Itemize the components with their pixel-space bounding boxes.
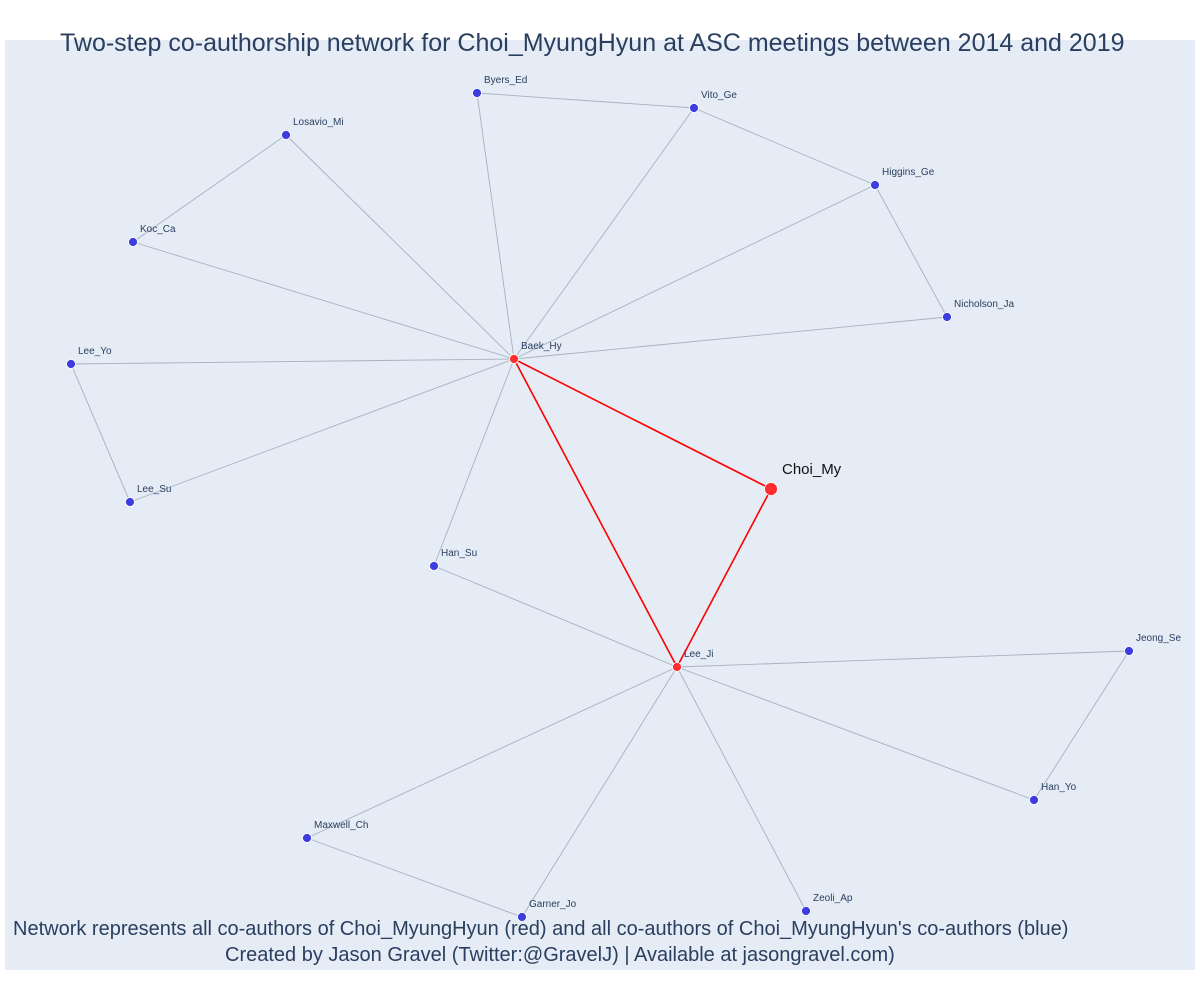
edge-baek_hy-vito_ge	[513, 107, 695, 360]
node-label-byers-ed: Byers_Ed	[484, 75, 527, 86]
node-higgins-ge[interactable]	[870, 180, 880, 190]
edge-baek_hy-han_su	[433, 358, 515, 567]
node-label-lee-su: Lee_Su	[137, 484, 171, 495]
node-nicholson-ja[interactable]	[942, 312, 952, 322]
edge-lee_ji-jeong_se	[676, 650, 1130, 668]
caption-credit: Created by Jason Gravel (Twitter:@Gravel…	[225, 944, 895, 966]
node-losavio-mi[interactable]	[281, 130, 291, 140]
edge-byers_ed-vito_ge	[476, 92, 695, 109]
node-choi-my[interactable]	[764, 482, 778, 496]
edge-choi_my-baek_hy	[513, 358, 772, 490]
node-label-losavio-mi: Losavio_Mi	[293, 117, 344, 128]
node-label-lee-yo: Lee_Yo	[78, 346, 112, 357]
edge-lee_ji-han_yo	[676, 666, 1035, 801]
edge-lee_ji-maxwell_ch	[306, 666, 678, 839]
node-label-choi-my: Choi_My	[782, 461, 842, 478]
node-label-baek-hy: Baek_Hy	[521, 341, 562, 352]
node-label-zeoli-ap: Zeoli_Ap	[813, 893, 853, 904]
edge-baek_hy-lee_ji	[513, 358, 678, 668]
node-label-nicholson-ja: Nicholson_Ja	[954, 299, 1014, 310]
edge-losavio_mi-koc_ca	[132, 134, 287, 243]
node-label-koc-ca: Koc_Ca	[140, 224, 176, 235]
node-lee-ji[interactable]	[672, 662, 682, 672]
edge-baek_hy-losavio_mi	[285, 134, 515, 360]
nodes-layer	[66, 88, 1134, 922]
node-koc-ca[interactable]	[128, 237, 138, 247]
edges-layer	[70, 92, 1130, 918]
node-label-han-su: Han_Su	[441, 548, 477, 559]
node-lee-yo[interactable]	[66, 359, 76, 369]
node-lee-su[interactable]	[125, 497, 135, 507]
node-garner-jo[interactable]	[517, 912, 527, 922]
edge-lee_ji-garner_jo	[521, 666, 678, 918]
node-label-jeong-se: Jeong_Se	[1136, 633, 1181, 644]
node-byers-ed[interactable]	[472, 88, 482, 98]
labels-layer: Choi_My Baek_Hy Lee_Ji Byers_Ed Vito_Ge Higgi…	[78, 75, 1181, 910]
chart-title: Two-step co-authorship network for Choi_…	[60, 29, 1125, 57]
caption-description: Network represents all co-authors of Cho…	[13, 918, 1069, 940]
edge-vito_ge-higgins_ge	[693, 107, 876, 186]
edge-choi_my-lee_ji	[676, 488, 772, 668]
edge-higgins_ge-nicholson_ja	[874, 184, 948, 318]
node-label-higgins-ge: Higgins_Ge	[882, 167, 935, 178]
edge-maxwell_ch-garner_jo	[306, 837, 523, 918]
node-label-maxwell-ch: Maxwell_Ch	[314, 820, 368, 831]
node-baek-hy[interactable]	[509, 354, 519, 364]
node-label-garner-jo: Garner_Jo	[529, 899, 577, 910]
edge-baek_hy-higgins_ge	[513, 184, 876, 360]
edge-lee_yo-lee_su	[70, 363, 131, 503]
node-zeoli-ap[interactable]	[801, 906, 811, 916]
edge-lee_ji-zeoli_ap	[676, 666, 807, 912]
edge-baek_hy-lee_su	[129, 358, 515, 503]
plot-background	[5, 40, 1195, 970]
edge-lee_ji-han_su	[433, 565, 678, 668]
edge-baek_hy-lee_yo	[70, 358, 515, 365]
node-han-su[interactable]	[429, 561, 439, 571]
node-maxwell-ch[interactable]	[302, 833, 312, 843]
edge-jeong_se-han_yo	[1033, 650, 1130, 801]
node-label-han-yo: Han_Yo	[1041, 782, 1077, 793]
node-jeong-se[interactable]	[1124, 646, 1134, 656]
edge-baek_hy-nicholson_ja	[513, 316, 948, 360]
node-label-vito-ge: Vito_Ge	[701, 90, 737, 101]
edge-baek_hy-byers_ed	[476, 92, 515, 360]
edge-baek_hy-koc_ca	[132, 241, 515, 360]
node-label-lee-ji: Lee_Ji	[684, 649, 713, 660]
node-han-yo[interactable]	[1029, 795, 1039, 805]
node-vito-ge[interactable]	[689, 103, 699, 113]
